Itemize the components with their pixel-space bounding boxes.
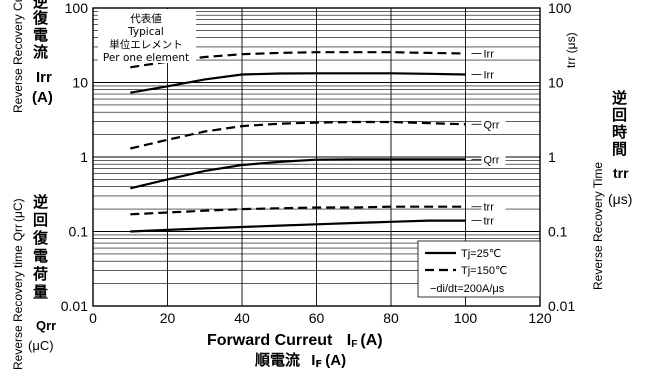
series-label-irr: Irr [484,70,495,82]
left-axis-qrr-label: Reverse Recovery timeQrr(μC) [11,198,25,370]
series-label-bg [481,153,506,166]
curve-labels: Irr Irr Qrr Qrr trr trr [471,47,506,228]
right-y-tick-label: 100 [548,0,572,16]
right-axis-symbol: trr [613,165,629,181]
series-qrr-solid [130,158,466,190]
right-y-tick-label: 1 [548,149,556,165]
right-axis-label: Reverse Recovery Time [591,162,605,290]
series-label-trr: trr [484,216,495,228]
left-y-tick-labels: 100 10 1 0.1 0.01 [61,0,88,314]
right-y-tick-label: 0.01 [548,298,575,314]
series-label-bg [481,214,506,227]
series-label-bg [481,118,506,131]
svg-text:復: 復 [32,9,49,27]
annotation: 代表値 Typical 単位エレメント Per one element [98,9,196,64]
x-tick-label: 40 [234,310,250,326]
svg-text:逆: 逆 [612,89,627,107]
legend-label-25: Tj=25℃ [461,248,501,260]
left-axis-qrr-symbol: Qrr [36,318,56,333]
x-tick-labels: 0 20 40 60 80 100 120 [89,310,552,326]
series-label-qrr: Qrr [484,119,500,131]
right-axis-unit: (μs) [608,191,632,207]
x-tick-label: 120 [528,310,552,326]
annotation-line-3: 単位エレメント [109,38,183,51]
x-tick-label: 100 [454,310,478,326]
series-trr-solid [130,219,466,233]
svg-text:量: 量 [33,283,48,301]
left-y-tick-label: 100 [65,0,89,16]
legend: Tj=25℃ Tj=150℃ −di/dt=200A/μs [417,240,541,298]
x-axis-title: Forward Curreut IF (A) [207,332,383,350]
svg-text:電: 電 [33,247,48,265]
left-y-tick-label: 10 [72,75,88,91]
svg-text:流: 流 [33,43,48,61]
series-label-trr: trr [484,202,495,214]
svg-text:時: 時 [612,123,627,141]
left-axis-irr-jp: 逆 復 電 流 [32,0,49,61]
svg-text:間: 間 [612,140,627,158]
right-axis-trr-top-unit: trr (μs) [564,32,578,68]
left-y-tick-label: 1 [80,149,88,165]
svg-text:逆: 逆 [33,193,48,211]
x-tick-label: 0 [89,310,97,326]
left-y-tick-label: 0.1 [69,224,89,240]
left-axis-irr-label: Reverse Recovery Current [11,0,25,113]
right-y-tick-labels: 100 10 1 0.1 0.01 [548,0,575,314]
series-label-qrr: Qrr [484,154,500,166]
svg-text:荷: 荷 [33,265,48,283]
left-axis-irr-unit: (A) [32,89,53,106]
x-tick-label: 80 [383,310,399,326]
left-axis-qrr-unit: (μC) [28,338,54,353]
right-axis-jp: 逆 回 時 間 [612,89,627,158]
x-tick-label: 20 [160,310,176,326]
x-tick-label: 60 [309,310,325,326]
plot-frame [92,7,541,307]
series-label-bg [481,68,506,81]
svg-text:回: 回 [33,211,48,229]
curves [130,51,466,233]
annotation-line-1: 代表値 [130,12,162,25]
series-label-bg [481,200,506,213]
svg-text:復: 復 [32,229,49,247]
left-y-tick-label: 0.01 [61,298,88,314]
series-trr-dashed [130,205,466,216]
svg-text:回: 回 [612,106,627,124]
legend-note: −di/dt=200A/μs [430,283,505,295]
left-axis-irr-symbol: Irr [36,69,52,86]
series-label-irr: Irr [484,49,495,61]
series-label-bg [481,47,506,60]
svg-text:逆: 逆 [33,0,48,11]
right-y-tick-label: 0.1 [548,224,568,240]
svg-text:電: 電 [33,26,48,44]
series-qrr-dashed [130,120,466,150]
series-irr-solid [130,72,466,94]
annotation-line-4: Per one element [103,52,189,64]
x-axis-title-jp: 順電流 IF (A) [254,351,346,370]
right-y-tick-label: 10 [548,75,564,91]
left-axis-qrr-jp: 逆 回 復 電 荷 量 [32,193,49,301]
annotation-line-2: Typical [127,26,164,38]
legend-label-150: Tj=150℃ [461,265,507,277]
